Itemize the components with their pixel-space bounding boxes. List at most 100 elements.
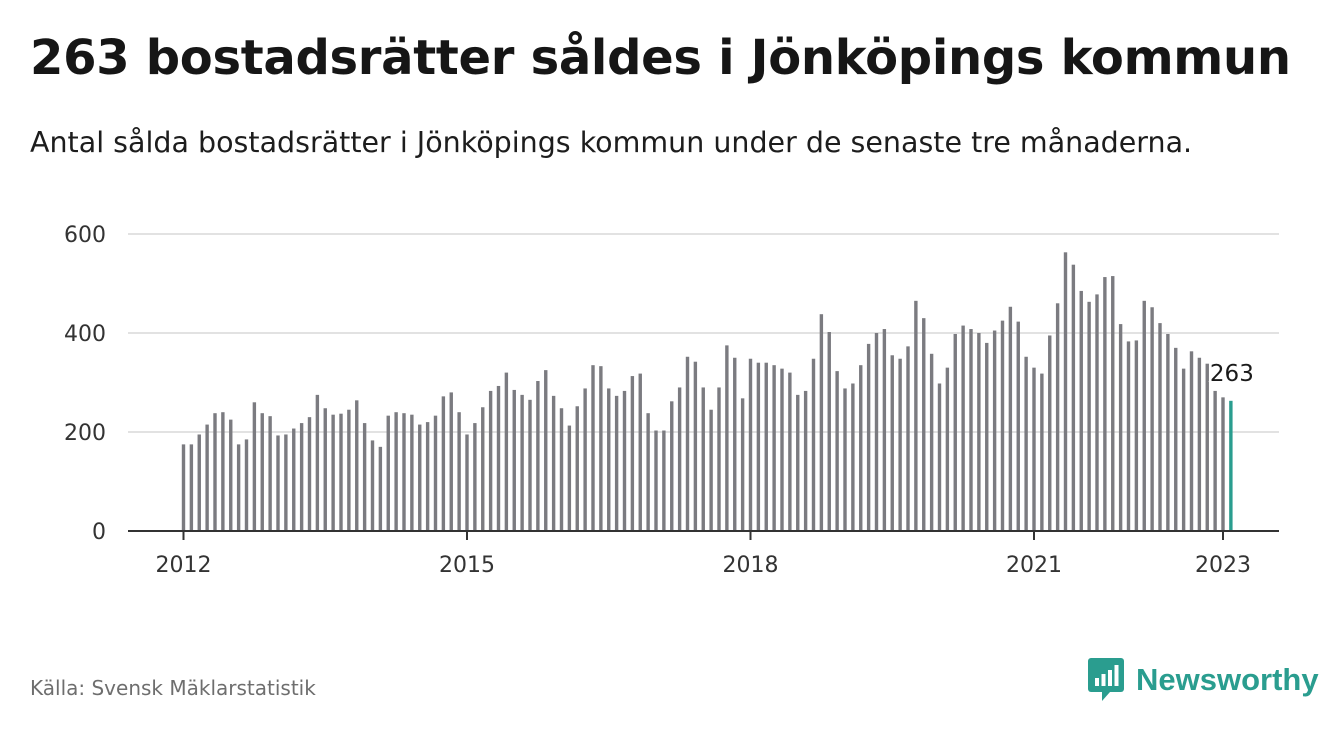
- bar: [1181, 368, 1186, 531]
- bar: [599, 366, 603, 531]
- bar: [969, 329, 973, 531]
- bar: [890, 355, 894, 531]
- bar: [614, 395, 619, 531]
- bar: [1095, 294, 1099, 531]
- bar: [512, 389, 516, 531]
- bar: [236, 444, 241, 531]
- bar: [1150, 307, 1154, 531]
- bar: [607, 388, 611, 531]
- source-credit: Källa: Svensk Mäklarstatistik: [30, 676, 316, 700]
- bar: [898, 358, 902, 531]
- bar: [882, 329, 887, 531]
- bar: [685, 356, 690, 531]
- bar: [339, 413, 343, 531]
- bar: [394, 412, 398, 531]
- bar: [229, 419, 233, 531]
- bar: [646, 413, 650, 531]
- bar: [677, 387, 682, 531]
- bar: [567, 425, 572, 531]
- bar: [292, 428, 296, 531]
- bar: [1213, 390, 1217, 531]
- latest-value-label: 263: [1210, 361, 1254, 387]
- bar: [811, 358, 816, 531]
- bar: [1205, 363, 1209, 531]
- bar: [654, 430, 658, 531]
- x-tick-label: 2023: [1195, 553, 1251, 578]
- bar: [1142, 300, 1146, 531]
- y-tick-label: 0: [92, 520, 106, 545]
- bar: [559, 408, 564, 531]
- bar: [1189, 351, 1194, 531]
- bar: [1166, 333, 1170, 531]
- bar: [425, 422, 430, 531]
- y-tick-label: 200: [64, 421, 106, 446]
- bar: [796, 394, 800, 531]
- x-axis-ticks: 2012 2015 2018 2021 2023: [156, 531, 1251, 578]
- bar: [591, 365, 595, 531]
- bar-chart-speech-bubble-icon: [1088, 658, 1124, 701]
- bar: [441, 396, 446, 531]
- bar-series: [181, 252, 1233, 531]
- bar: [418, 424, 422, 531]
- bar: [496, 385, 501, 531]
- brand-logo[interactable]: Newsworthy: [1088, 658, 1319, 702]
- bar: [307, 417, 312, 531]
- bar: [985, 342, 989, 531]
- x-tick-label: 2018: [723, 553, 779, 578]
- bar: [717, 387, 721, 531]
- bar: [1134, 340, 1139, 531]
- bar: [843, 388, 847, 531]
- bar: [961, 325, 965, 531]
- x-tick-label: 2012: [156, 553, 212, 578]
- bar: [1111, 276, 1115, 531]
- bar: [465, 434, 469, 531]
- bar: [473, 423, 477, 531]
- bar: [315, 394, 320, 531]
- bar: [402, 413, 406, 531]
- bar: [788, 372, 792, 531]
- y-tick-label: 600: [64, 223, 106, 248]
- bar: [1158, 323, 1162, 531]
- bar: [331, 414, 335, 531]
- bar: [1197, 357, 1202, 531]
- bar: [528, 399, 532, 531]
- bar: [284, 434, 288, 531]
- bar: [213, 413, 217, 531]
- bar: [244, 439, 249, 531]
- bar: [260, 413, 264, 531]
- y-axis-ticks: 0 200 400 600: [64, 223, 106, 545]
- bar: [583, 388, 587, 531]
- bar: [764, 362, 768, 531]
- bar: [859, 365, 863, 531]
- bar: [874, 333, 879, 531]
- bar: [433, 415, 438, 531]
- y-tick-label: 400: [64, 322, 106, 347]
- bar: [536, 381, 540, 531]
- bar: [1071, 264, 1076, 531]
- bar: [756, 362, 761, 531]
- bar: [205, 424, 209, 531]
- bar: [914, 300, 918, 531]
- bar: [1055, 303, 1060, 531]
- bar: [370, 440, 375, 531]
- bar: [1087, 301, 1091, 531]
- bar: [252, 402, 257, 531]
- bar: [1016, 321, 1020, 531]
- bar: [520, 394, 524, 531]
- bar: [410, 414, 414, 531]
- bar: [670, 401, 674, 531]
- bar: [630, 376, 635, 531]
- bar: [1048, 335, 1052, 531]
- bar: [1174, 347, 1178, 531]
- chart-title: 263 bostadsrätter såldes i Jönköpings ko…: [30, 30, 1291, 86]
- bar: [221, 412, 225, 531]
- bar: [662, 430, 666, 531]
- bar: [929, 353, 934, 531]
- bar: [449, 392, 453, 531]
- bar: [866, 343, 871, 531]
- bar: [181, 444, 186, 531]
- bar: [1000, 320, 1005, 531]
- bar: [780, 368, 784, 531]
- bar: [977, 333, 981, 531]
